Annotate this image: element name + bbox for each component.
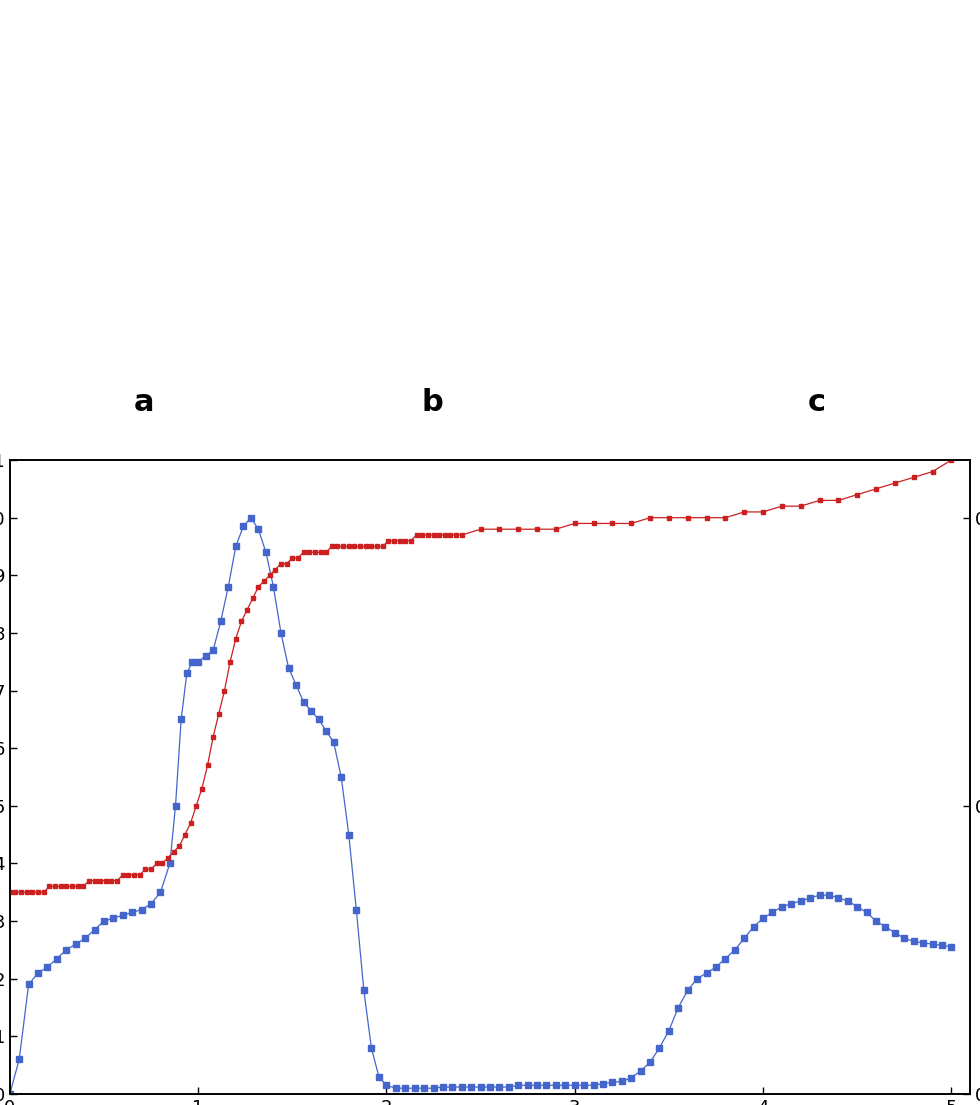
Text: a: a: [134, 388, 155, 417]
Text: c: c: [808, 388, 825, 417]
Text: b: b: [421, 388, 443, 417]
